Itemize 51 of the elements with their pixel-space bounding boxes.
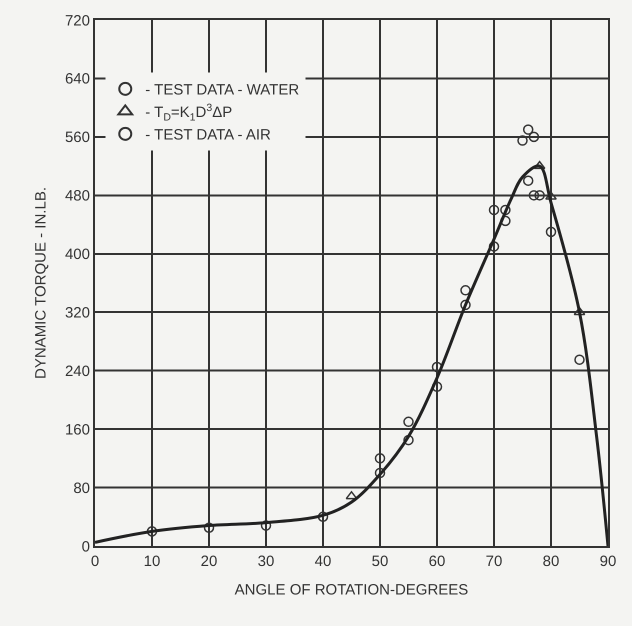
point	[374, 453, 386, 464]
y-tick-label: 400	[64, 246, 90, 264]
point	[403, 416, 414, 428]
y-tick-label: 480	[64, 188, 90, 205]
x-tick-label: 80	[542, 553, 560, 570]
point	[488, 204, 500, 216]
point	[545, 192, 557, 200]
y-tick-label: 0	[82, 538, 90, 556]
point	[500, 216, 511, 226]
legend-label: - TEST DATA - AIR	[145, 126, 272, 144]
point	[517, 135, 528, 146]
y-axis-title: DYNAMIC TORQUE - IN.LB.	[32, 187, 50, 379]
y-tick-label: 240	[64, 362, 90, 380]
point	[460, 300, 471, 310]
point	[374, 468, 386, 478]
point	[260, 520, 272, 531]
point	[204, 522, 214, 533]
x-tick-label: 90	[600, 553, 616, 570]
point	[522, 124, 534, 135]
legend-label: - TEST DATA - WATER	[145, 82, 300, 99]
point	[574, 354, 585, 365]
y-tick-label: 640	[64, 70, 90, 88]
point	[500, 204, 511, 216]
point	[318, 512, 328, 522]
point	[460, 285, 471, 296]
x-tick-label: 50	[372, 553, 388, 570]
x-tick-label: 20	[200, 553, 218, 570]
point	[146, 526, 158, 537]
point	[528, 190, 540, 201]
point	[534, 190, 545, 201]
x-tick-label: 70	[486, 553, 502, 570]
y-tick-label: 320	[64, 304, 90, 322]
x-tick-label: 40	[314, 553, 332, 570]
x-tick-label: 10	[144, 553, 160, 570]
point	[528, 132, 540, 142]
point	[522, 175, 534, 186]
point	[574, 306, 586, 316]
point	[534, 160, 546, 170]
y-tick-label: 560	[64, 129, 90, 146]
x-tick-label: 30	[258, 553, 274, 570]
point	[403, 434, 414, 446]
legend-label: - T$_{D}$=K$_{1}$D$^{3}$ΔP	[145, 102, 232, 124]
point	[432, 381, 442, 392]
y-tick-label: 80	[73, 480, 90, 497]
y-tick-label: 160	[64, 421, 90, 438]
y-tick-label: 720	[64, 12, 90, 30]
point	[546, 226, 556, 238]
point	[488, 241, 500, 252]
x-tick-label: 60	[428, 553, 446, 570]
x-axis-title: ANGLE OF ROTATION-DEGREES	[234, 582, 468, 598]
point	[346, 491, 358, 500]
